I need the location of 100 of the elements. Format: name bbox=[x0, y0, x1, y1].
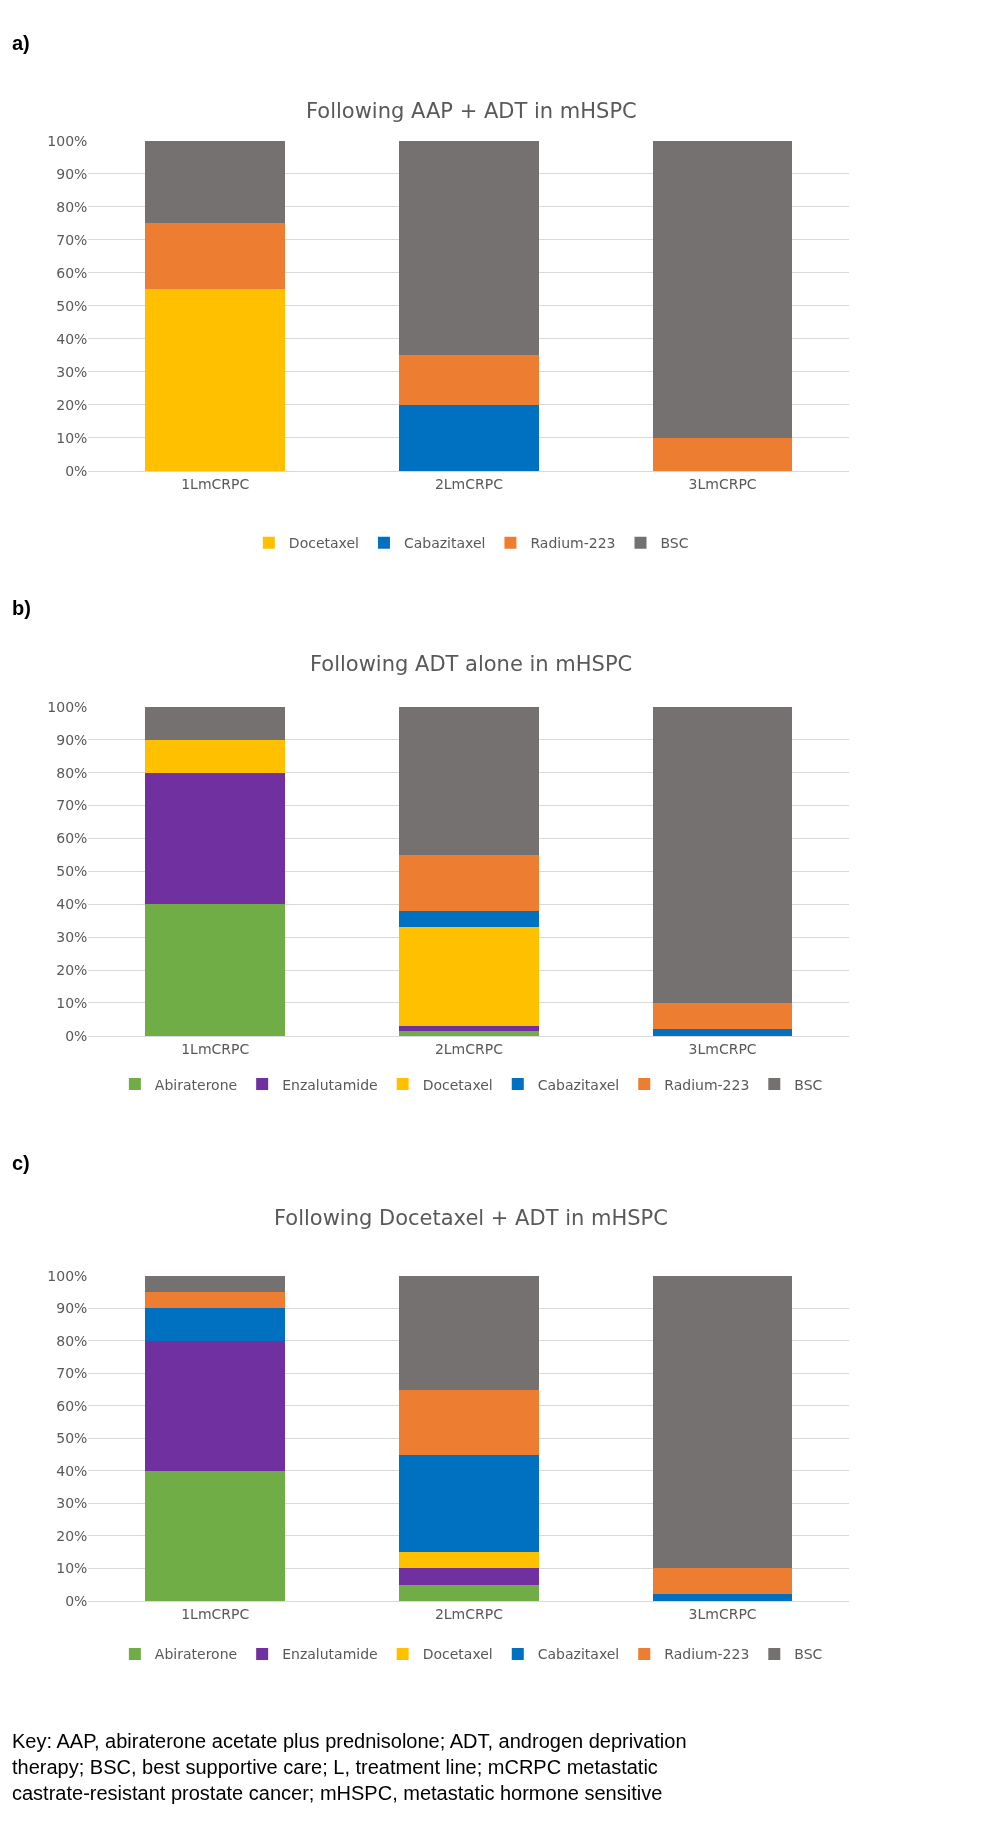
text: c) bbox=[12, 1152, 30, 1174]
text: a) bbox=[12, 32, 30, 54]
y-tick-label: 10% bbox=[56, 1560, 88, 1577]
bar bbox=[652, 140, 793, 438]
y-tick-label: 30% bbox=[56, 929, 88, 946]
x-tick-label: 1LmCRPC bbox=[181, 1605, 250, 1622]
y-tick-label: 20% bbox=[56, 1527, 88, 1544]
y-tick-label: 70% bbox=[56, 231, 88, 248]
bar bbox=[399, 1026, 539, 1031]
bar bbox=[652, 1002, 793, 1030]
x-tick-label: 2LmCRPC bbox=[434, 475, 504, 492]
bar bbox=[399, 404, 539, 471]
legend-label: Abiraterone bbox=[154, 1076, 238, 1093]
y-tick-label: 90% bbox=[56, 165, 88, 182]
y-tick-label: 100% bbox=[47, 1267, 88, 1284]
bar bbox=[145, 1292, 285, 1309]
bar bbox=[145, 739, 285, 773]
y-tick-label: 90% bbox=[56, 731, 88, 748]
legend-label: Radium-223 bbox=[664, 1076, 750, 1093]
x-tick-label: 2LmCRPC bbox=[434, 1605, 504, 1622]
legend-label: Radium-223 bbox=[530, 535, 616, 552]
bar bbox=[399, 355, 539, 405]
y-tick-label: 20% bbox=[56, 961, 88, 978]
y-tick-label: 0% bbox=[65, 1027, 88, 1044]
x-tick-label: 3LmCRPC bbox=[688, 1040, 757, 1057]
legend-label: Cabazitaxel bbox=[537, 1646, 620, 1663]
y-tick-label: 60% bbox=[56, 1397, 88, 1414]
y-tick-label: 40% bbox=[56, 1462, 88, 1479]
y-tick-label: 90% bbox=[56, 1300, 88, 1317]
bar bbox=[399, 1454, 539, 1553]
legend-label: BSC bbox=[794, 1646, 823, 1663]
bar bbox=[399, 1552, 539, 1569]
bar bbox=[399, 1389, 539, 1455]
y-tick-label: 30% bbox=[56, 1495, 88, 1512]
legend-label: Docetaxel bbox=[422, 1646, 493, 1663]
y-tick-label: 80% bbox=[56, 1332, 88, 1349]
y-tick-label: 0% bbox=[65, 1592, 88, 1609]
legend-label: Cabazitaxel bbox=[403, 535, 486, 552]
bar bbox=[145, 140, 285, 224]
bar bbox=[145, 1470, 285, 1601]
legend-label: Abiraterone bbox=[154, 1646, 238, 1663]
text: b) bbox=[12, 597, 31, 619]
y-tick-label: 70% bbox=[56, 1365, 88, 1382]
x-tick-label: 3LmCRPC bbox=[688, 475, 757, 492]
legend-label: Enzalutamide bbox=[282, 1076, 378, 1093]
bar bbox=[399, 1568, 539, 1585]
legend-label: Docetaxel bbox=[422, 1076, 493, 1093]
bar bbox=[399, 1275, 539, 1390]
bar bbox=[145, 289, 285, 471]
bar bbox=[399, 140, 539, 356]
y-tick-label: 80% bbox=[56, 198, 88, 215]
bar bbox=[145, 223, 285, 290]
y-tick-label: 70% bbox=[56, 797, 88, 814]
bar bbox=[652, 706, 793, 1003]
chart-title: Following ADT alone in mHSPC bbox=[310, 652, 633, 676]
bar bbox=[145, 1275, 285, 1293]
legend-label: BSC bbox=[794, 1076, 823, 1093]
y-tick-label: 50% bbox=[56, 1430, 88, 1447]
y-tick-label: 50% bbox=[56, 297, 88, 314]
bar bbox=[399, 706, 539, 855]
legend-label: Docetaxel bbox=[288, 535, 359, 552]
x-tick-label: 2LmCRPC bbox=[434, 1040, 504, 1057]
bar bbox=[399, 927, 539, 1027]
x-tick-label: 1LmCRPC bbox=[181, 1040, 250, 1057]
y-tick-label: 10% bbox=[56, 994, 88, 1011]
y-tick-label: 40% bbox=[56, 896, 88, 913]
bar bbox=[399, 854, 539, 911]
bar bbox=[145, 904, 285, 1036]
text: Key: AAP, abiraterone acetate plus prednisolone; ADT, androgen deprivation therapy; BSC, best supportive care; L, treatment line; mCRPC metastatic castrate-resistant prostate cancer; mHSPC, metastatic hormone sensitive bbox=[12, 1730, 687, 1804]
bar bbox=[652, 1275, 793, 1569]
bar bbox=[652, 437, 793, 471]
y-tick-label: 100% bbox=[47, 698, 88, 715]
y-tick-label: 10% bbox=[56, 429, 88, 446]
x-tick-label: 1LmCRPC bbox=[181, 475, 250, 492]
bar bbox=[145, 1340, 285, 1471]
chart-title: Following Docetaxel + ADT in mHSPC bbox=[274, 1206, 668, 1230]
y-tick-label: 60% bbox=[56, 264, 88, 281]
bar bbox=[399, 910, 539, 928]
y-tick-label: 60% bbox=[56, 830, 88, 847]
legend-label: BSC bbox=[660, 535, 689, 552]
bar bbox=[145, 1308, 285, 1341]
legend-label: Enzalutamide bbox=[282, 1646, 378, 1663]
y-tick-label: 40% bbox=[56, 330, 88, 347]
y-tick-label: 30% bbox=[56, 363, 88, 380]
bar bbox=[652, 1594, 793, 1601]
y-tick-label: 80% bbox=[56, 764, 88, 781]
legend-label: Radium-223 bbox=[664, 1646, 750, 1663]
y-tick-label: 100% bbox=[47, 132, 88, 149]
chart-title: Following AAP + ADT in mHSPC bbox=[306, 99, 637, 123]
x-tick-label: 3LmCRPC bbox=[688, 1605, 757, 1622]
bar bbox=[145, 772, 285, 905]
legend-label: Cabazitaxel bbox=[537, 1076, 620, 1093]
y-tick-label: 20% bbox=[56, 396, 88, 413]
bar bbox=[652, 1568, 793, 1595]
bar bbox=[145, 706, 285, 740]
y-tick-label: 0% bbox=[65, 462, 88, 479]
bar bbox=[652, 1029, 793, 1036]
bar bbox=[399, 1584, 539, 1601]
y-tick-label: 50% bbox=[56, 863, 88, 880]
bar bbox=[399, 1030, 539, 1036]
